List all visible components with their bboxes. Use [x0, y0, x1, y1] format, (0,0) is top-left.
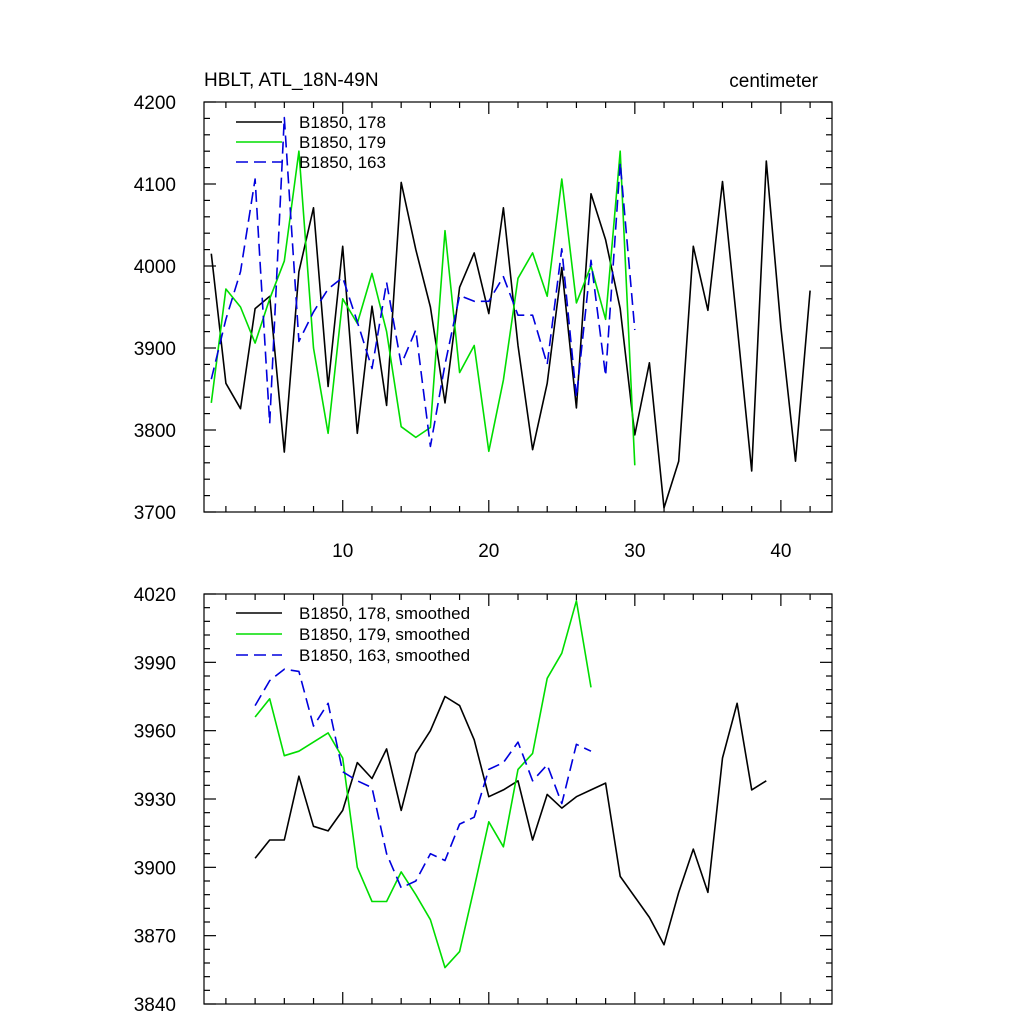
y-tick-label: 4100 [134, 175, 176, 196]
legend-label: B1850, 179, smoothed [299, 625, 470, 644]
chart-title: HBLT, ATL_18N-49N [204, 70, 379, 91]
x-tick-label: 30 [624, 541, 645, 562]
series-line [210, 150, 636, 466]
y-tick-label: 4020 [134, 585, 176, 606]
units-label: centimeter [729, 71, 818, 92]
y-tick-label: 3960 [134, 722, 176, 743]
series-line [210, 160, 811, 509]
x-tick-label: 20 [478, 541, 499, 562]
top-panel: HBLT, ATL_18N-49N centimeter 3700 3800 390… [134, 70, 833, 562]
y-tick-label: 3900 [134, 339, 176, 360]
x-tick-label: 40 [770, 541, 791, 562]
legend-label: B1850, 163, smoothed [299, 646, 470, 665]
y-tick-label: 3930 [134, 790, 176, 811]
y-tick-label: 4000 [134, 257, 176, 278]
bottom-panel: 3840 3870 3900 3930 3960 3990 4020 B1850, 178, … [134, 585, 833, 1016]
y-tick-label: 4200 [134, 93, 176, 114]
y-tick-label: 3870 [134, 927, 176, 948]
y-tick-label: 3700 [134, 503, 176, 524]
legend-label: B1850, 163 [299, 153, 386, 172]
x-tick-label: 10 [332, 541, 353, 562]
series-line [254, 668, 592, 889]
legend-label: B1850, 178 [299, 113, 386, 132]
series-line [254, 599, 592, 969]
series-line [254, 695, 767, 946]
y-tick-label: 3990 [134, 653, 176, 674]
y-tick-label: 3900 [134, 858, 176, 879]
legend-label: B1850, 179 [299, 133, 386, 152]
y-tick-label: 3840 [134, 995, 176, 1016]
y-tick-label: 3800 [134, 421, 176, 442]
legend-label: B1850, 178, smoothed [299, 604, 470, 623]
series-line [210, 116, 636, 448]
